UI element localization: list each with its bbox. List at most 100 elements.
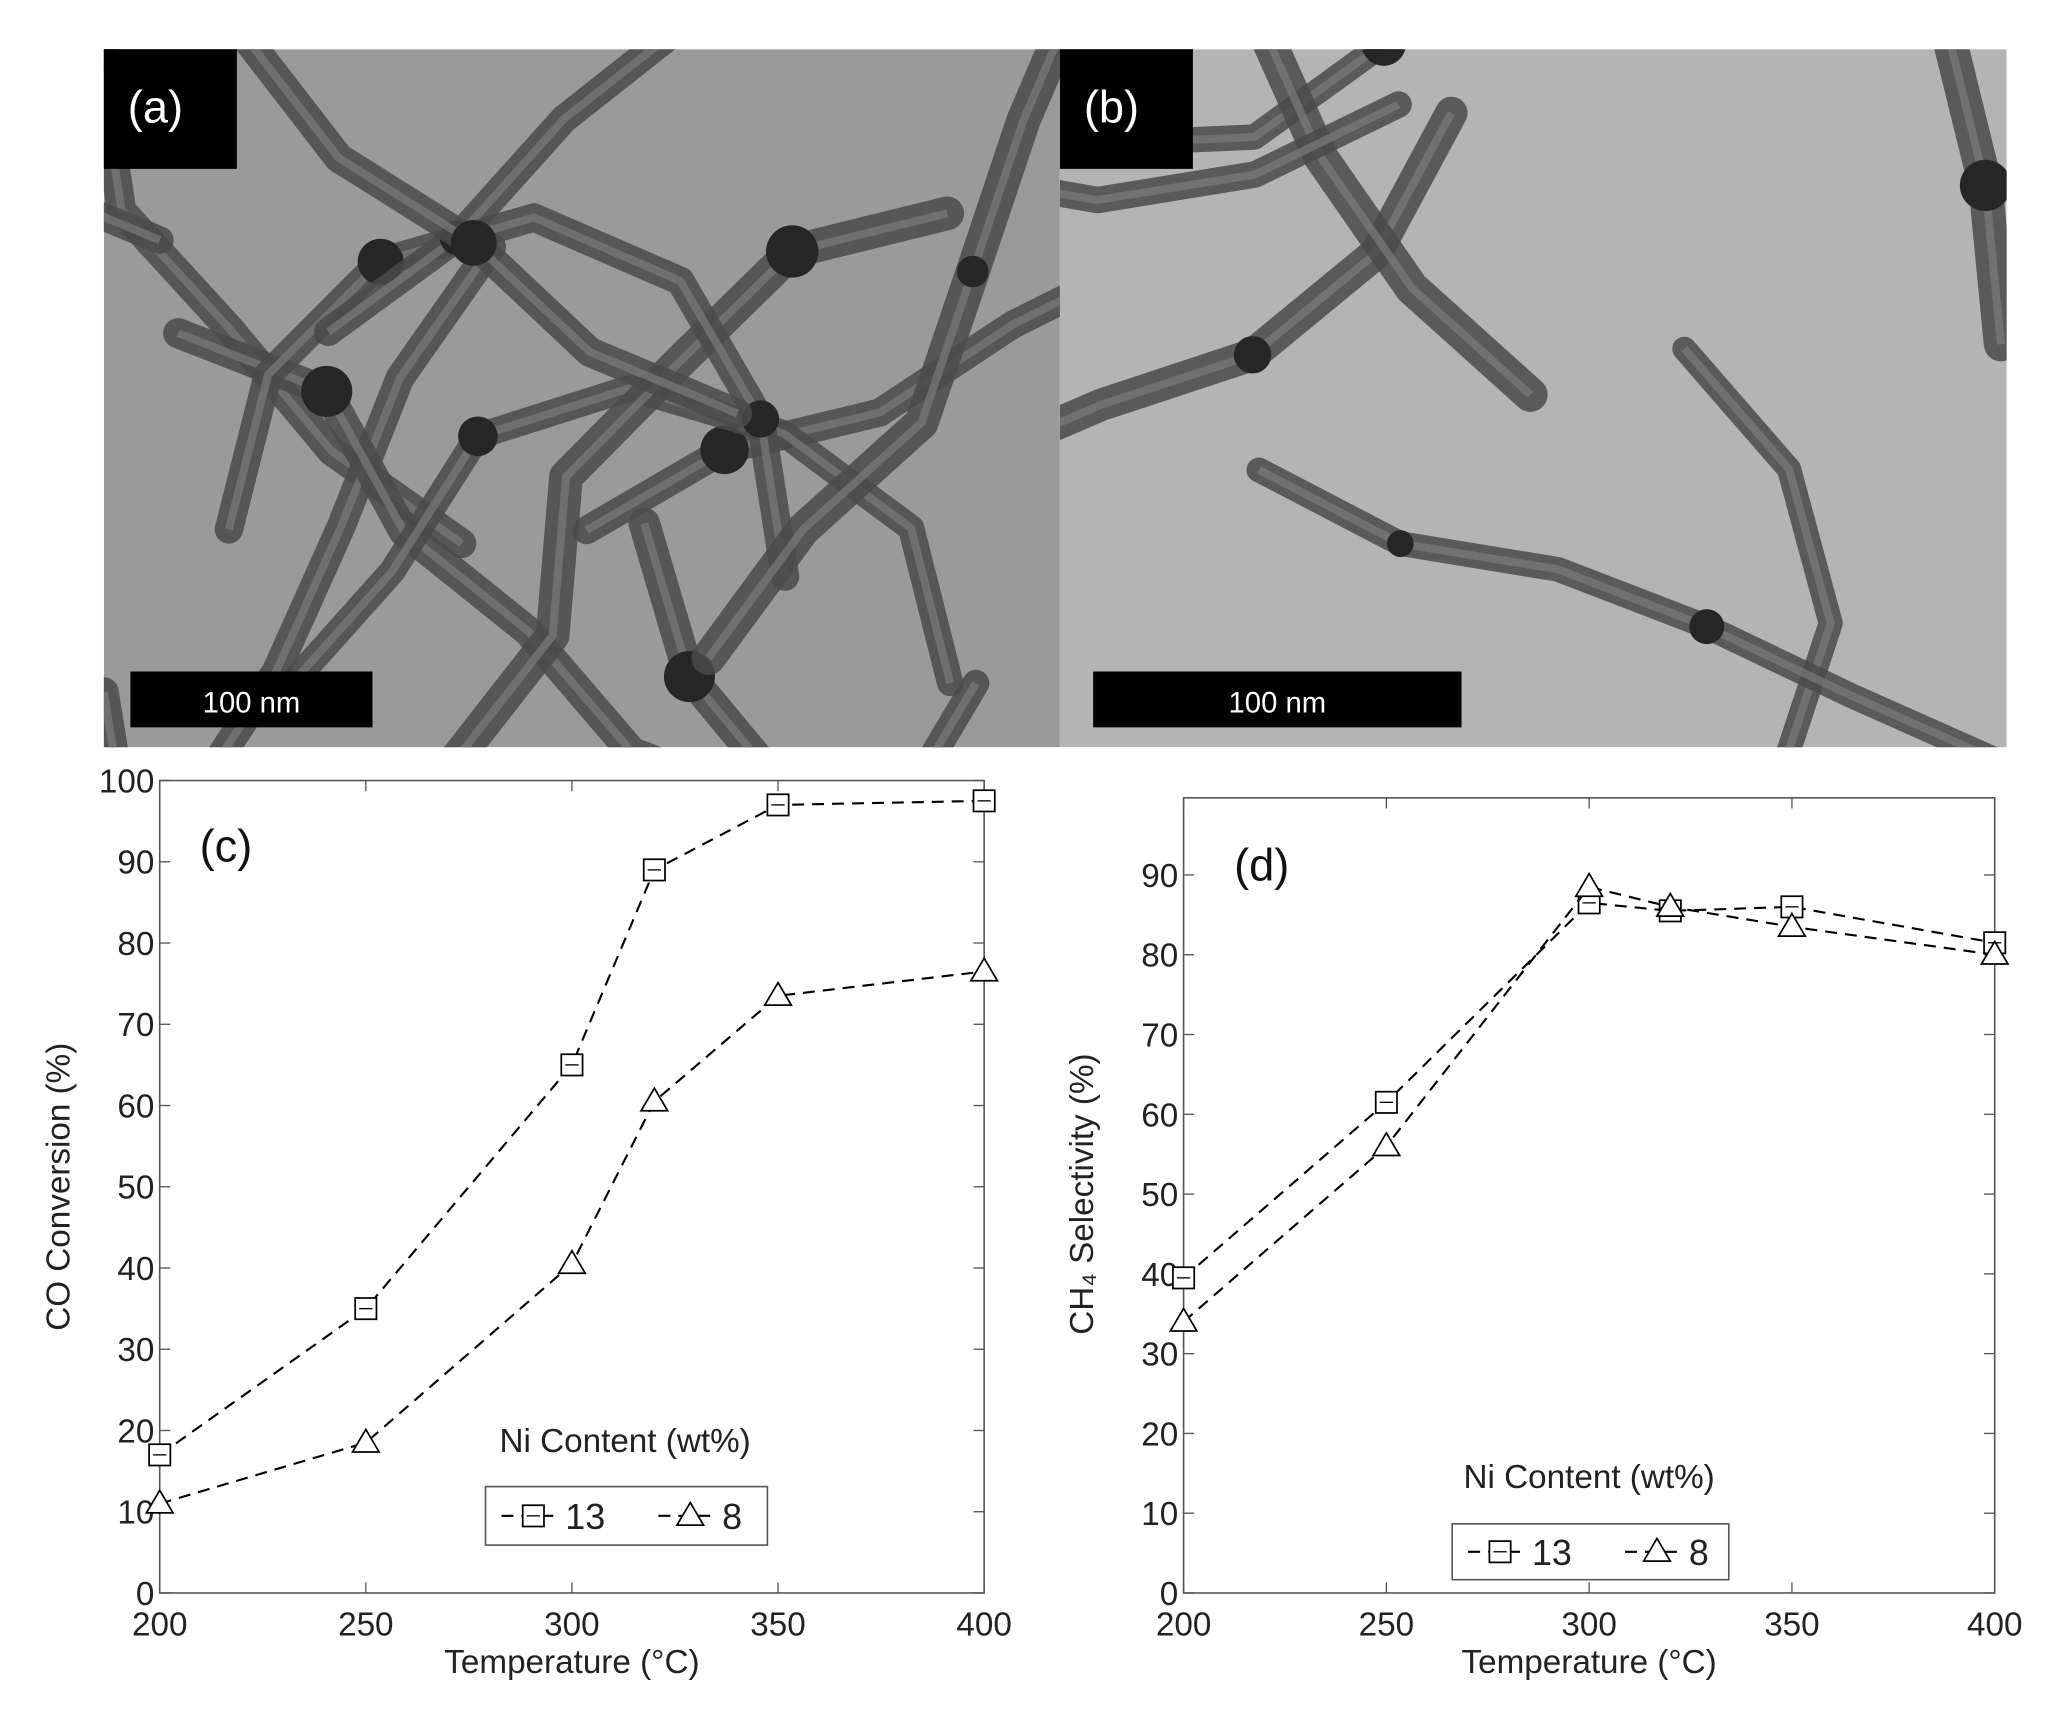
panel-annotation: (c) xyxy=(200,821,253,872)
legend-label: 8 xyxy=(1689,1533,1709,1573)
marker xyxy=(1655,891,1686,918)
y-tick-label: 50 xyxy=(117,1170,154,1207)
y-tick-label: 50 xyxy=(1141,1177,1178,1214)
nanotube-core xyxy=(249,49,739,418)
label-box xyxy=(1059,49,1193,169)
particle xyxy=(700,425,749,475)
y-axis-label: CH₄ Selectivity (%) xyxy=(1064,1053,1101,1334)
particle xyxy=(461,419,495,453)
legend-label: 13 xyxy=(565,1497,605,1537)
nanotube-core xyxy=(1268,49,1534,398)
x-tick-label: 250 xyxy=(1359,1607,1414,1644)
y-tick-label: 60 xyxy=(1141,1097,1178,1134)
y-tick-label: 70 xyxy=(117,1007,154,1044)
x-tick-label: 300 xyxy=(1561,1607,1616,1644)
scale-bar-label: 100 nm xyxy=(1229,688,1327,720)
x-tick-label: 350 xyxy=(750,1607,805,1644)
y-tick-label: 80 xyxy=(1141,938,1178,975)
legend-label: 8 xyxy=(722,1497,742,1537)
marker xyxy=(969,956,999,982)
y-tick-label: 90 xyxy=(1141,858,1178,895)
y-tick-label: 90 xyxy=(117,845,154,882)
marker xyxy=(763,980,793,1007)
marker xyxy=(148,1443,172,1467)
series-line xyxy=(1182,901,1995,1279)
particle xyxy=(457,226,491,260)
y-tick-label: 0 xyxy=(1160,1576,1178,1613)
marker xyxy=(1777,911,1807,937)
particle xyxy=(1689,609,1725,645)
y-tick-label: 30 xyxy=(1141,1337,1178,1374)
marker xyxy=(354,1297,378,1321)
y-tick-label: 20 xyxy=(1141,1416,1178,1453)
nanotube-core xyxy=(1094,49,1383,149)
x-axis-label: Temperature (°C) xyxy=(1462,1644,1717,1681)
nanotube-core xyxy=(1059,100,1401,205)
x-tick-label: 350 xyxy=(1764,1607,1819,1644)
particle xyxy=(1635,854,1678,897)
particle xyxy=(1959,159,2007,211)
particle xyxy=(9,1458,42,1491)
marker xyxy=(351,1427,381,1453)
marker xyxy=(144,1488,175,1514)
legend-label: 13 xyxy=(1532,1533,1572,1573)
x-tick-label: 200 xyxy=(1156,1607,1211,1644)
marker xyxy=(766,793,790,817)
marker xyxy=(1374,1090,1398,1114)
scale-bar-label: 100 nm xyxy=(203,688,301,720)
y-tick-label: 80 xyxy=(117,926,154,963)
legend-title: Ni Content (wt%) xyxy=(500,1423,751,1460)
y-tick-label: 10 xyxy=(1141,1496,1178,1533)
particle xyxy=(766,225,819,278)
series-line xyxy=(1182,885,1995,1323)
marker xyxy=(675,1500,706,1527)
marker xyxy=(1577,891,1601,915)
marker xyxy=(557,1248,587,1275)
y-tick-label: 60 xyxy=(117,1088,154,1125)
x-tick-label: 250 xyxy=(338,1607,393,1644)
marker xyxy=(639,1086,670,1112)
x-tick-label: 200 xyxy=(132,1607,187,1644)
series-line xyxy=(159,970,985,1505)
particle xyxy=(578,1148,628,1198)
marker xyxy=(642,858,666,882)
scale-bar xyxy=(1093,671,1462,728)
particle xyxy=(868,917,895,944)
marker xyxy=(521,1504,545,1528)
y-axis-label: CO Conversion (%) xyxy=(40,1043,77,1331)
y-tick-label: 0 xyxy=(136,1576,154,1613)
particle xyxy=(1631,850,1681,900)
micrographs: (a) 100 nm (b) 100 nm xyxy=(9,0,2007,1491)
y-tick-label: 30 xyxy=(117,1332,154,1369)
marker xyxy=(1168,1306,1199,1332)
panel-label: (a) xyxy=(128,81,183,132)
x-tick-label: 400 xyxy=(956,1607,1011,1644)
x-tick-label: 300 xyxy=(544,1607,599,1644)
particle xyxy=(1365,49,1403,63)
series-line xyxy=(159,799,985,1456)
plot-frame xyxy=(158,779,985,1594)
micrograph xyxy=(9,49,1060,1491)
particle xyxy=(1386,530,1414,557)
x-tick-label: 400 xyxy=(1967,1607,2022,1644)
particle xyxy=(1233,336,1272,374)
particle xyxy=(581,1312,622,1353)
y-tick-label: 100 xyxy=(99,764,154,801)
marker xyxy=(1574,871,1604,898)
particle xyxy=(168,785,208,825)
particle xyxy=(1236,0,1276,31)
label-box xyxy=(103,49,237,169)
x-axis-label: Temperature (°C) xyxy=(444,1644,699,1681)
panel-annotation: (d) xyxy=(1234,839,1289,890)
particle xyxy=(301,365,353,417)
marker xyxy=(560,1053,584,1077)
particle xyxy=(957,256,989,288)
marker xyxy=(1488,1540,1512,1564)
micrograph xyxy=(1059,0,2007,900)
marker xyxy=(972,789,996,813)
marker xyxy=(1172,1266,1196,1290)
